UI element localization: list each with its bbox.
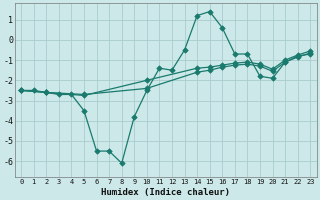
- X-axis label: Humidex (Indice chaleur): Humidex (Indice chaleur): [101, 188, 230, 197]
